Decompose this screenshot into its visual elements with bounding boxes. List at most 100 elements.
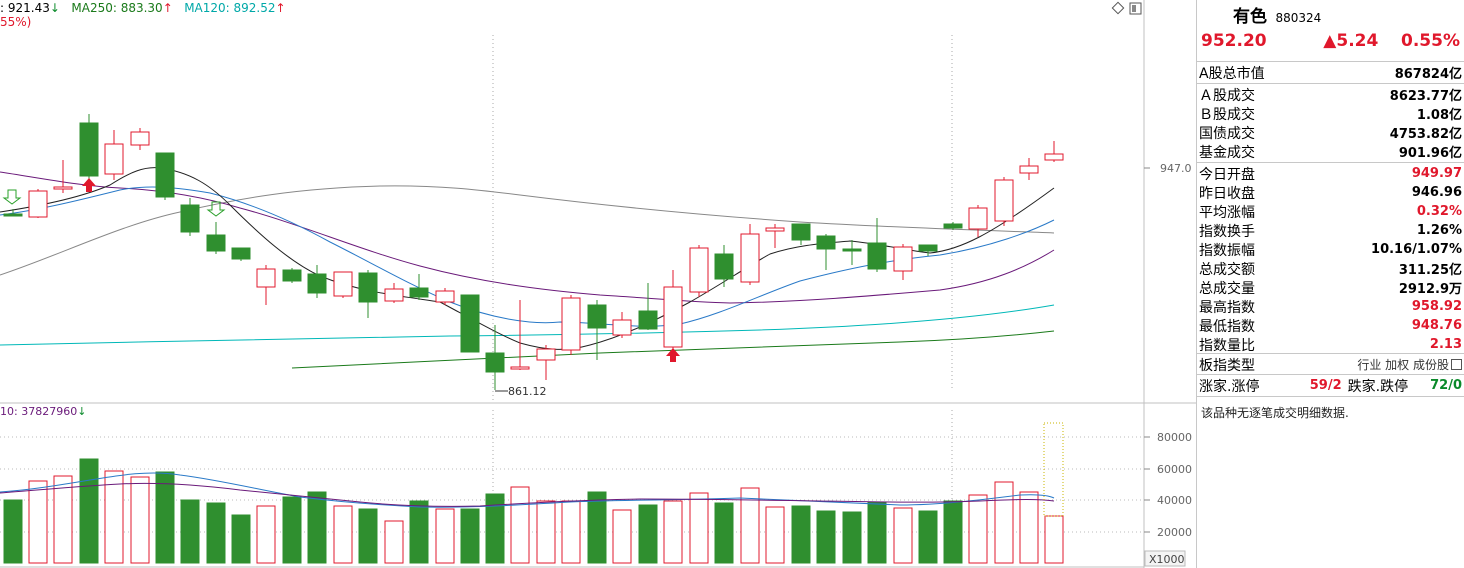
volume-bar[interactable]	[104, 470, 124, 564]
volume-bar[interactable]	[358, 508, 378, 564]
candle[interactable]	[206, 234, 226, 252]
stat-row: 昨日收盘 946.96	[1199, 183, 1462, 202]
volume-bar[interactable]	[893, 507, 913, 564]
candle[interactable]	[1019, 165, 1039, 174]
candle[interactable]	[994, 179, 1014, 222]
candle[interactable]	[968, 207, 988, 230]
current-price: 952.20	[1201, 31, 1267, 51]
candle[interactable]	[740, 233, 760, 283]
candle[interactable]	[663, 286, 683, 348]
volume-bar[interactable]	[765, 506, 785, 564]
volume-bar[interactable]	[867, 501, 887, 564]
volume-bar[interactable]	[587, 491, 607, 564]
volume-bar[interactable]	[842, 511, 862, 564]
volume-bar[interactable]	[282, 496, 302, 564]
candle[interactable]	[893, 246, 913, 272]
candle[interactable]	[561, 297, 581, 351]
candle[interactable]	[333, 271, 353, 297]
stat-label: Ｂ股成交	[1199, 106, 1255, 123]
candle[interactable]	[53, 186, 73, 190]
board-type-values[interactable]: 行业 加权 成份股	[1357, 356, 1462, 373]
candle[interactable]	[918, 244, 938, 252]
volume-bar[interactable]	[663, 500, 683, 564]
candle[interactable]	[155, 152, 175, 198]
advance-label: 涨家.涨停	[1199, 378, 1260, 395]
candle[interactable]	[307, 273, 327, 294]
volume-bar[interactable]	[968, 494, 988, 564]
kline-chart[interactable]: 947.0 861.12 80000	[0, 0, 1196, 568]
candle[interactable]	[816, 235, 836, 250]
candle[interactable]	[104, 143, 124, 175]
candle[interactable]	[256, 268, 276, 288]
volume-bar[interactable]	[1044, 515, 1064, 564]
stat-value: 8623.77亿	[1389, 89, 1462, 104]
volume-bar[interactable]	[714, 502, 734, 564]
candle[interactable]	[485, 352, 505, 373]
candle[interactable]	[384, 288, 404, 302]
candle[interactable]	[587, 304, 607, 329]
volume-bar[interactable]	[53, 475, 73, 564]
candle[interactable]	[536, 348, 556, 361]
candle[interactable]	[842, 248, 862, 252]
candle[interactable]	[765, 227, 785, 232]
volume-bar[interactable]	[485, 493, 505, 564]
volume-bar[interactable]	[638, 504, 658, 564]
volume-bar[interactable]	[612, 509, 632, 564]
candle[interactable]	[714, 253, 734, 280]
volume-bar[interactable]	[3, 499, 23, 564]
ma-line-long	[0, 185, 1055, 276]
candle[interactable]	[79, 122, 99, 177]
candle[interactable]	[638, 310, 658, 330]
volume-tick-80000: 80000	[1157, 431, 1192, 444]
volume-bar[interactable]	[460, 508, 480, 564]
volume-bar[interactable]	[307, 491, 327, 564]
volume-bar[interactable]	[943, 500, 963, 564]
candle[interactable]	[435, 290, 455, 303]
stat-value: 2912.9万	[1398, 282, 1462, 297]
volume-bar[interactable]	[561, 500, 581, 564]
volume-bar[interactable]	[180, 499, 200, 564]
candle[interactable]	[460, 294, 480, 353]
volume-bar[interactable]	[333, 505, 353, 564]
volume-bar[interactable]	[79, 458, 99, 564]
volume-bar[interactable]	[206, 502, 226, 564]
volume-bar[interactable]	[510, 486, 530, 564]
volume-bar[interactable]	[791, 505, 811, 564]
candle[interactable]	[28, 190, 48, 218]
volume-bar[interactable]	[994, 481, 1014, 564]
volume-bar[interactable]	[918, 510, 938, 564]
volume-bar[interactable]	[256, 505, 276, 564]
volume-bar[interactable]	[231, 514, 251, 564]
volume-bar[interactable]	[409, 500, 429, 564]
kline-chart-area[interactable]: 947.0 861.12 80000	[0, 0, 1196, 568]
candle[interactable]	[180, 204, 200, 233]
candle[interactable]	[689, 247, 709, 293]
candle[interactable]	[282, 269, 302, 282]
candle[interactable]	[409, 287, 429, 298]
candle[interactable]	[358, 272, 378, 303]
volume-bar[interactable]	[435, 508, 455, 564]
candle[interactable]	[943, 223, 963, 229]
panel-toggle-icon[interactable]	[1129, 2, 1142, 15]
volume-bar[interactable]	[1019, 491, 1039, 564]
candle[interactable]	[130, 131, 150, 146]
diamond-icon[interactable]	[1111, 1, 1125, 15]
candle[interactable]	[1044, 153, 1064, 161]
ma-legend-line2: 55%)	[0, 15, 32, 29]
volume-bar[interactable]	[28, 480, 48, 564]
candle[interactable]	[867, 242, 887, 270]
volume-bar[interactable]	[384, 520, 404, 564]
index-code: 880324	[1275, 11, 1322, 25]
volume-bar[interactable]	[740, 487, 760, 564]
candle[interactable]	[510, 366, 530, 370]
volume-bar[interactable]	[155, 471, 175, 564]
candle[interactable]	[3, 213, 23, 217]
candle[interactable]	[791, 223, 811, 241]
candle[interactable]	[612, 319, 632, 336]
price-axis-label: 947.0	[1160, 162, 1192, 175]
candle[interactable]	[231, 247, 251, 260]
volume-bar[interactable]	[816, 510, 836, 564]
volume-bar[interactable]	[536, 500, 556, 564]
volume-bar[interactable]	[689, 492, 709, 564]
volume-bar[interactable]	[130, 476, 150, 564]
